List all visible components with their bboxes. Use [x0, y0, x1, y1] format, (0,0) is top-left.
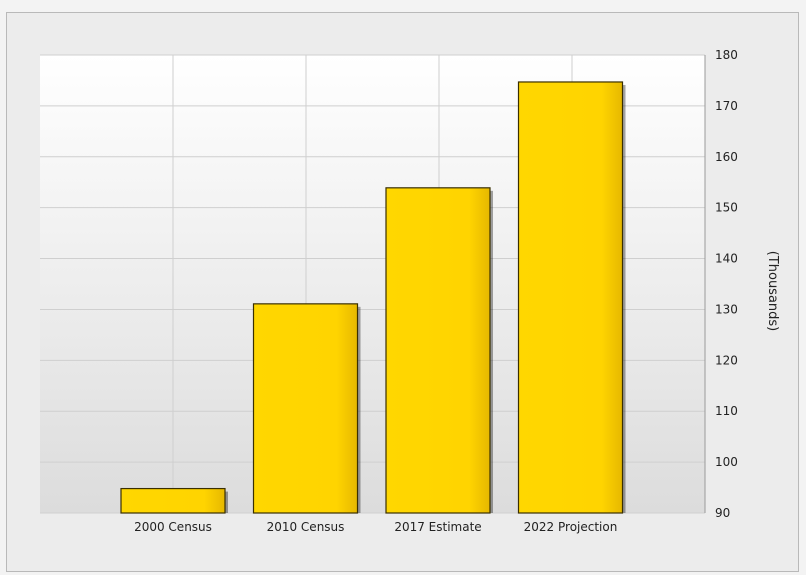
y-tick-label: 100 — [715, 455, 738, 469]
bar — [252, 303, 359, 514]
x-tick-labels: 2000 Census 2010 Census 2017 Estimate 2022 … — [134, 520, 617, 534]
x-tick-label: 2017 Estimate — [394, 520, 481, 534]
y-tick-label: 130 — [715, 302, 738, 316]
y-tick-label: 90 — [715, 506, 730, 520]
y-tick-labels: 90 100 110 120 130 140 150 160 170 180 — [715, 48, 738, 520]
y-tick-label: 140 — [715, 252, 738, 266]
y-axis-label: (Thousands) — [765, 251, 780, 332]
y-tick-label: 150 — [715, 201, 738, 215]
bar — [517, 81, 624, 514]
y-tick-label: 180 — [715, 48, 738, 62]
bar — [385, 187, 491, 514]
y-tick-label: 160 — [715, 150, 738, 164]
bar — [120, 487, 226, 514]
y-tick-label: 110 — [715, 404, 738, 418]
x-tick-label: 2010 Census — [267, 520, 345, 534]
bar-chart: 2000 Census 2010 Census 2017 Estimate 2022 … — [40, 48, 780, 534]
y-tick-label: 170 — [715, 99, 738, 113]
chart-frame: 2000 Census 2010 Census 2017 Estimate 2022 … — [6, 12, 799, 572]
x-tick-label: 2022 Projection — [524, 520, 618, 534]
x-tick-label: 2000 Census — [134, 520, 212, 534]
bars — [120, 81, 626, 514]
y-tick-label: 120 — [715, 353, 738, 367]
grid-lines — [40, 54, 706, 514]
